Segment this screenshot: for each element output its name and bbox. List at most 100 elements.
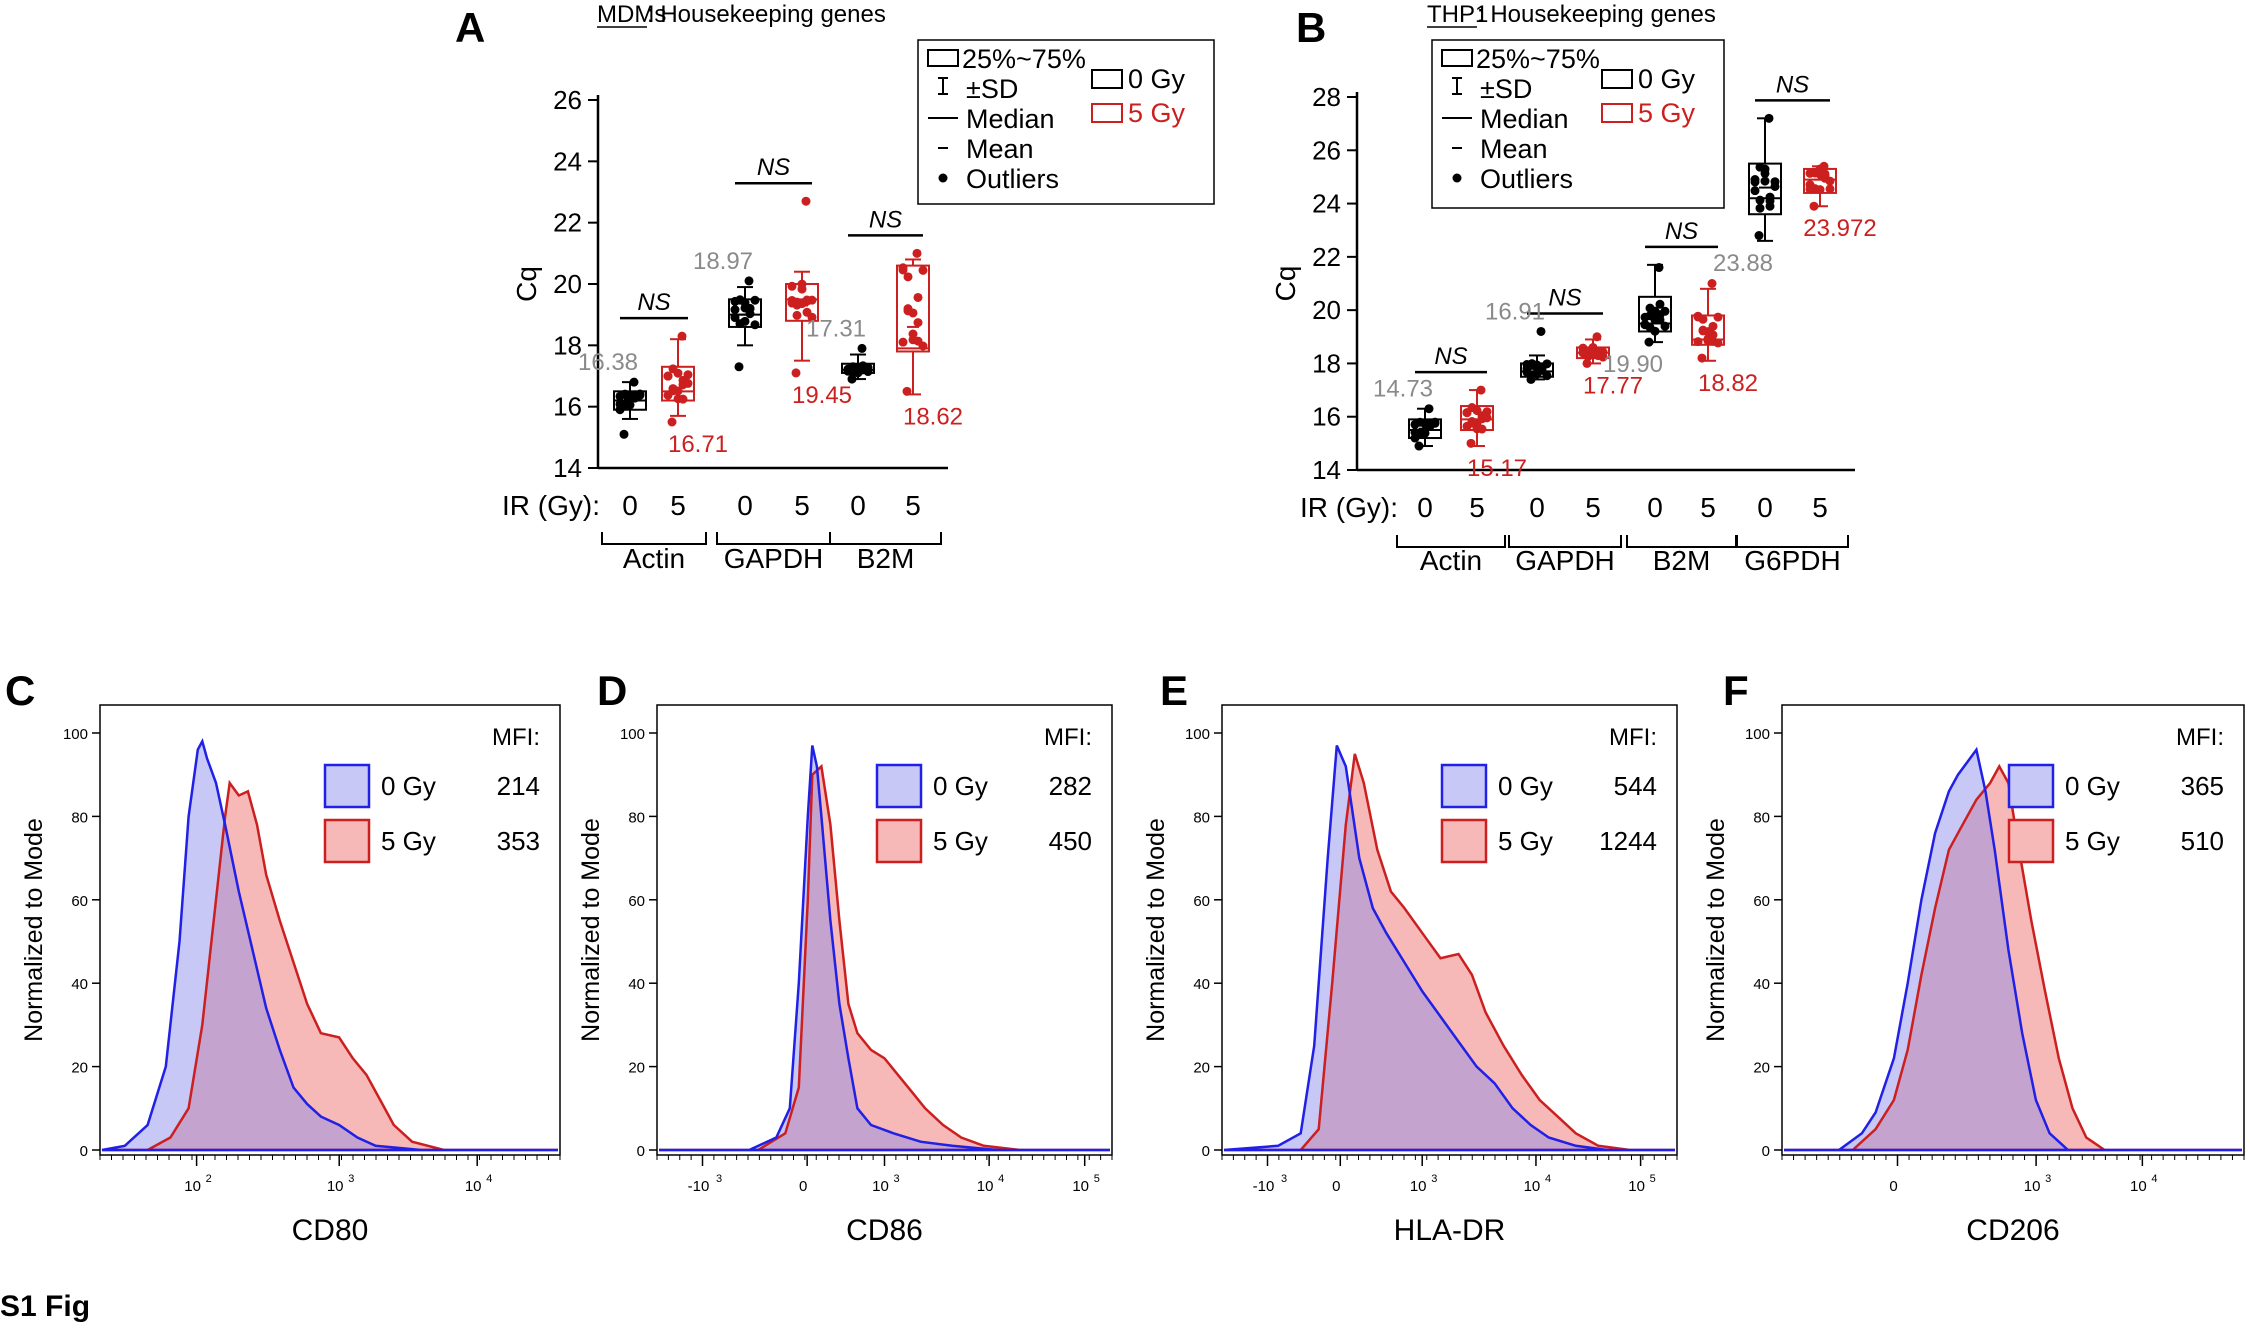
y-tick-label: 24 (553, 146, 582, 176)
data-point (730, 313, 740, 323)
panel-letter: D (597, 667, 627, 714)
legend-box (917, 39, 1215, 205)
y-tick-label: 20 (553, 269, 582, 299)
y-tick-label: 60 (628, 893, 645, 910)
data-point (1593, 351, 1603, 361)
legend-swatch-5gy (2007, 818, 2055, 864)
data-point (1750, 177, 1760, 187)
legend-item-label: Mean (966, 134, 1034, 164)
data-point (847, 374, 857, 384)
x-tick-exponent: 3 (1431, 1173, 1437, 1185)
mfi-value: 510 (2181, 826, 2224, 856)
x-tick-label: 0 (799, 1178, 807, 1195)
ir-label: IR (Gy): (502, 490, 600, 521)
gene-label: GAPDH (1515, 545, 1615, 576)
box-series-5gy: 19.45 (785, 196, 852, 409)
x-tick-exponent: 3 (1281, 1173, 1287, 1185)
data-point (1819, 161, 1829, 171)
value-annotation: 19.45 (792, 382, 852, 409)
legend-group-label: 0 Gy (1128, 64, 1186, 94)
legend-item-label: Median (1480, 104, 1569, 134)
figure-label: S1 Fig (0, 1290, 91, 1323)
mfi-label: MFI: (1044, 724, 1092, 751)
y-tick-label: 100 (63, 726, 88, 743)
dose-label: 0 (1757, 492, 1773, 523)
legend-item-label: Outliers (1480, 164, 1573, 194)
x-tick-label: 10 (327, 1178, 344, 1195)
value-annotation: 16.71 (668, 431, 728, 458)
legend-swatch-5gy (1440, 818, 1488, 864)
x-tick-exponent: 2 (206, 1173, 212, 1185)
panel-letter: E (1160, 667, 1188, 714)
data-point (918, 341, 928, 351)
legend-label: 5 Gy (1498, 826, 1553, 856)
panel-letter: C (5, 667, 35, 714)
data-point (1764, 113, 1774, 123)
y-tick-label: 20 (1312, 295, 1341, 325)
mfi-value: 450 (1049, 826, 1092, 856)
y-tick-label: 16 (1312, 402, 1341, 432)
data-point (750, 295, 760, 305)
dose-label: 5 (905, 490, 921, 521)
data-point (1542, 359, 1552, 369)
y-tick-label: 26 (553, 85, 582, 115)
histogram-legend: MFI: 0 Gy 214 5 Gy 353 (323, 724, 540, 864)
x-tick-exponent: 4 (1545, 1173, 1551, 1185)
data-point (1825, 184, 1835, 194)
data-point (629, 377, 639, 387)
data-point (858, 363, 868, 373)
y-axis-label: Normalized to Mode (20, 818, 48, 1042)
gene-label: G6PDH (1744, 545, 1840, 576)
data-point (615, 391, 625, 401)
gene-label: Actin (623, 543, 685, 574)
data-point (1698, 326, 1708, 336)
data-point (1655, 299, 1665, 309)
legend-group-swatch (1601, 69, 1633, 89)
data-point (797, 284, 807, 294)
y-axis-label: Normalized to Mode (577, 818, 605, 1042)
x-tick-label: -10 (1253, 1178, 1275, 1195)
legend-swatch-0gy (875, 763, 923, 809)
data-point (918, 265, 928, 275)
value-annotation: 18.62 (903, 403, 963, 430)
x-tick-exponent: 3 (2045, 1173, 2051, 1185)
dose-label: 5 (794, 490, 810, 521)
data-point (857, 343, 867, 353)
legend-label: 0 Gy (381, 771, 436, 801)
data-point (791, 368, 801, 378)
box-series-0gy: 17.31 (806, 315, 875, 384)
data-point (1770, 181, 1780, 191)
y-tick-label: 14 (1312, 455, 1341, 485)
data-point (1760, 176, 1770, 186)
data-point (913, 292, 923, 302)
mfi-value: 214 (497, 771, 540, 801)
y-axis-label: Cq (1270, 266, 1301, 302)
y-tick-label: 60 (1193, 893, 1210, 910)
legend-symbol-outlier (1452, 173, 1462, 183)
significance-label: NS (1548, 284, 1581, 311)
data-point (913, 318, 923, 328)
value-annotation: 23.88 (1713, 250, 1773, 277)
data-point (1472, 406, 1482, 416)
dose-label: 5 (1469, 492, 1485, 523)
y-tick-label: 0 (1202, 1143, 1210, 1160)
x-tick-label: 10 (2024, 1178, 2041, 1195)
dose-label: 0 (622, 490, 638, 521)
value-annotation: 15.17 (1467, 455, 1527, 482)
legend-group-label: 5 Gy (1128, 98, 1186, 128)
data-point (663, 371, 673, 381)
panel-letter: F (1723, 667, 1749, 714)
mfi-value: 544 (1614, 771, 1657, 801)
box-series-5gy: 15.17 (1460, 385, 1527, 482)
x-tick-exponent: 4 (486, 1173, 492, 1185)
gene-label: B2M (1653, 545, 1711, 576)
legend-group-label: 5 Gy (1638, 98, 1696, 128)
group-bracket (601, 532, 707, 545)
data-point (903, 306, 913, 316)
legend-symbol-box (1441, 49, 1473, 67)
legend-label: 0 Gy (2065, 771, 2120, 801)
value-annotation: 16.38 (578, 349, 638, 376)
data-point (1754, 231, 1764, 241)
data-point (1660, 321, 1670, 331)
